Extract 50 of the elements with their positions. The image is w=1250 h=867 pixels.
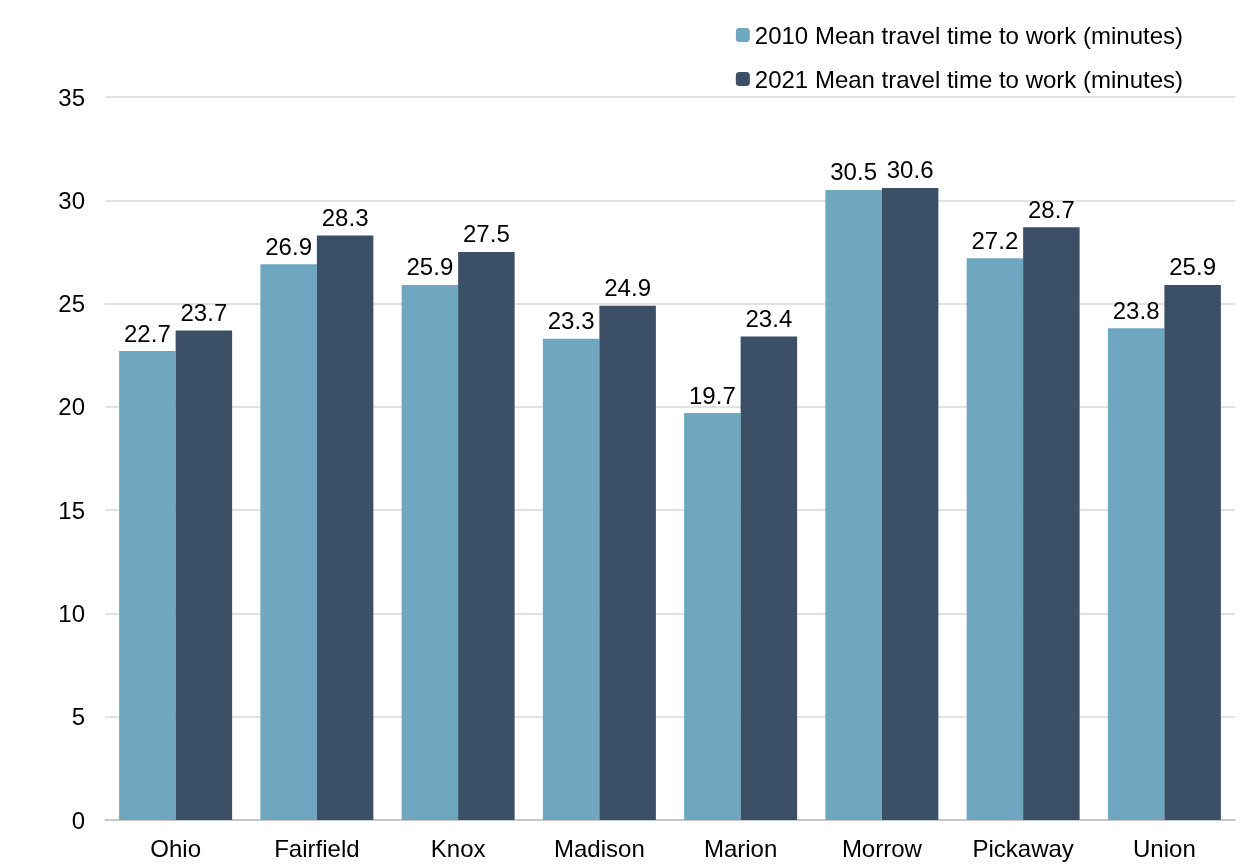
bar [740,336,798,820]
x-tick-label: Ohio [150,834,201,862]
bar [966,258,1024,820]
data-label: 30.6 [886,156,934,184]
data-label: 25.9 [406,253,454,281]
bar [599,305,656,820]
y-tick-label: 5 [71,703,85,731]
x-tick-label: Union [1133,834,1196,862]
bar [881,187,939,820]
data-label: 27.2 [971,226,1019,254]
data-label: 26.9 [265,232,312,260]
y-tick-label: 25 [58,290,85,318]
data-label: 30.5 [830,158,877,186]
data-label: 23.4 [745,305,793,333]
bar [260,264,317,820]
bar [401,284,459,820]
y-tick-label: 0 [71,806,85,834]
bar [119,351,176,820]
y-tick-label: 15 [58,496,85,524]
x-tick-label: Knox [430,834,486,862]
bar [825,189,882,820]
bar [1107,328,1165,820]
data-label: 27.5 [463,220,510,248]
x-tick-label: Marion [703,834,778,862]
bar [458,251,515,820]
y-tick-label: 20 [58,393,85,421]
data-label: 23.3 [547,307,595,335]
data-label: 22.7 [124,319,171,347]
data-label: 24.9 [604,274,651,302]
y-tick-label: 10 [58,599,85,627]
x-tick-label: Fairfield [274,834,360,862]
data-label: 28.3 [321,203,369,231]
legend-label: 2021 Mean travel time to work (minutes) [754,65,1183,93]
y-tick-label: 35 [58,83,85,111]
y-tick-label: 30 [58,186,85,214]
data-label: 19.7 [689,381,736,409]
bar [1164,284,1221,820]
x-tick-label: Morrow [841,834,923,862]
bar [1023,227,1080,820]
bar [316,235,374,820]
bar [175,330,233,820]
data-label: 23.8 [1112,296,1160,324]
x-tick-label: Madison [554,834,645,862]
bar [542,338,600,820]
data-label: 23.7 [180,298,228,326]
x-tick-label: Pickaway [972,834,1074,862]
legend-label: 2010 Mean travel time to work (minutes) [754,21,1183,49]
data-label: 25.9 [1169,253,1216,281]
data-label: 28.7 [1028,195,1075,223]
bar [684,413,741,820]
